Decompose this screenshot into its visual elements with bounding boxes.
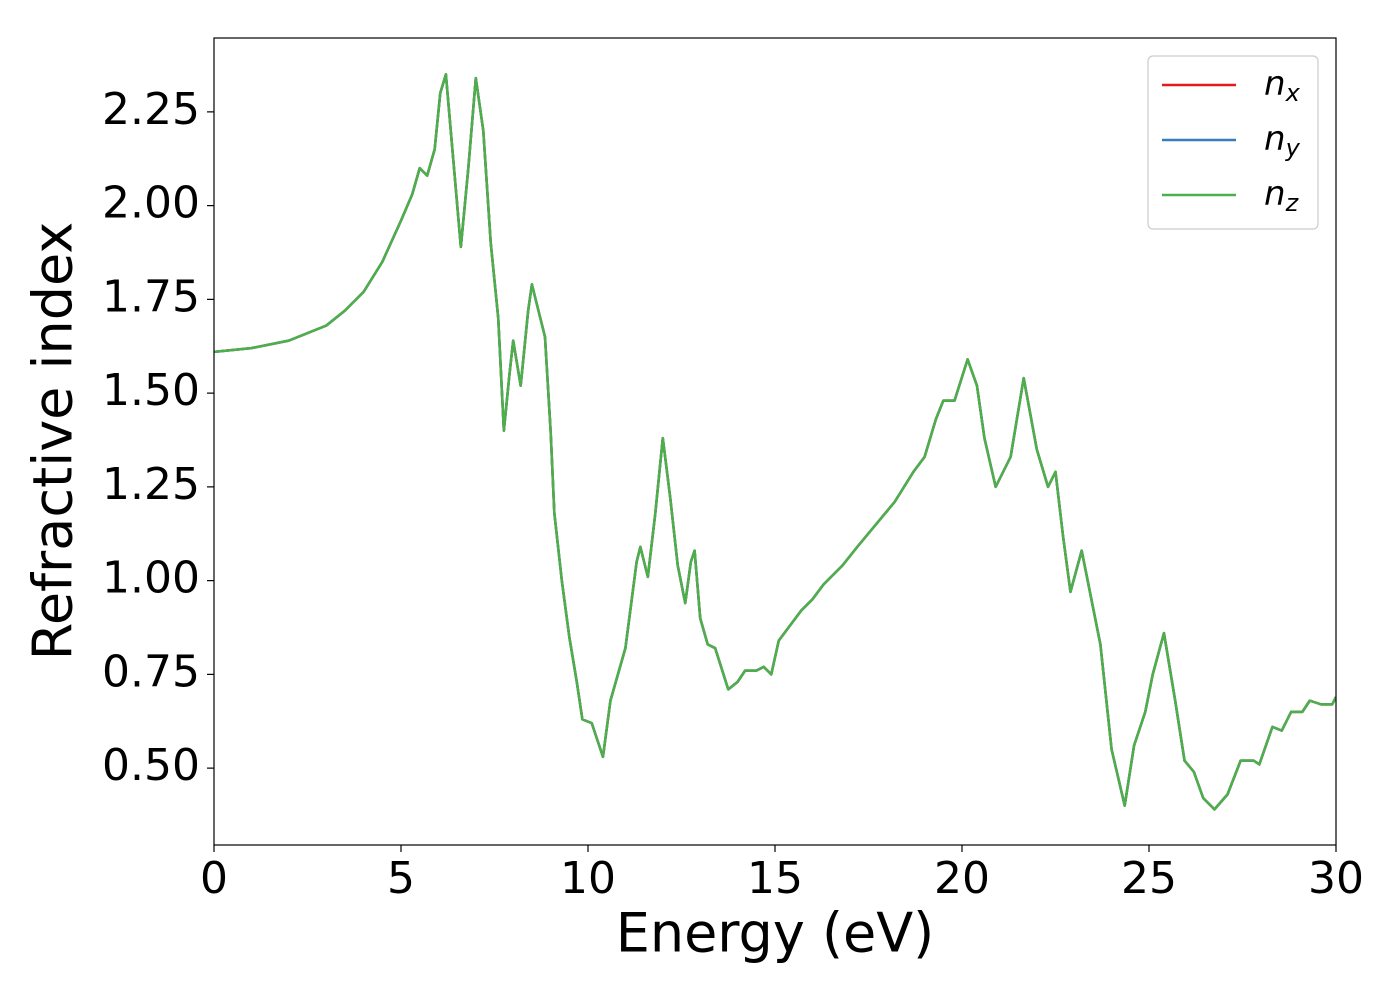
y-tick-label: 1.50	[102, 365, 200, 416]
y-tick-label: 1.75	[102, 271, 200, 322]
plot-area	[214, 73, 1336, 811]
legend-label: nz	[1264, 174, 1300, 218]
x-tick-label: 20	[934, 853, 990, 904]
y-tick-label: 0.75	[102, 646, 200, 697]
x-tick-label: 10	[560, 853, 616, 904]
legend-label: ny	[1264, 119, 1301, 163]
x-tick-label: 25	[1121, 853, 1177, 904]
x-tick-label: 0	[200, 853, 228, 904]
legend-label: nx	[1264, 64, 1301, 108]
y-tick-label: 1.25	[102, 459, 200, 510]
y-tick-label: 1.00	[102, 553, 200, 604]
x-tick-label: 5	[387, 853, 415, 904]
x-tick-label: 15	[747, 853, 803, 904]
y-tick-label: 0.50	[102, 740, 200, 791]
legend-box	[1147, 55, 1319, 230]
series-line	[214, 73, 1336, 811]
x-axis-label: Energy (eV)	[616, 902, 935, 965]
x-tick-label: 30	[1308, 853, 1364, 904]
y-axis-label: Refractive index	[22, 222, 85, 661]
plot-frame	[213, 37, 1337, 846]
y-tick-label: 2.25	[102, 84, 200, 135]
y-tick-label: 2.00	[102, 178, 200, 229]
